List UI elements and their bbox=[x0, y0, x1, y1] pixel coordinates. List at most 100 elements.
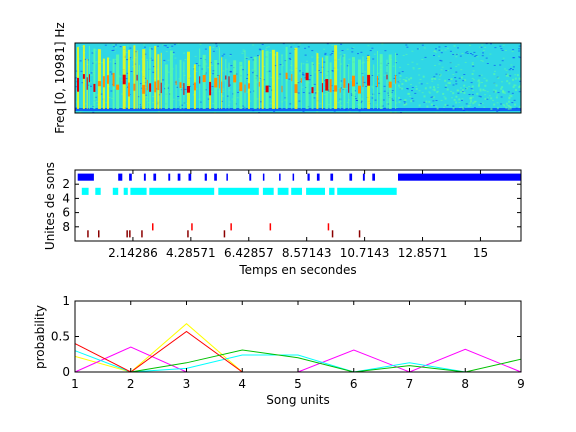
spectrogram-tail bbox=[473, 100, 476, 103]
spectrogram-noise bbox=[363, 61, 365, 63]
spectrogram-noise bbox=[481, 55, 484, 57]
spectrogram-column bbox=[160, 52, 162, 109]
spectrogram-noise bbox=[393, 82, 396, 84]
spectrogram-noise bbox=[108, 57, 111, 59]
spectrogram-noise bbox=[111, 97, 114, 99]
spectrogram-noise bbox=[307, 46, 310, 48]
spectrogram-hotspot bbox=[248, 83, 250, 89]
spectrogram-noise bbox=[256, 98, 259, 100]
spectrogram-noise bbox=[509, 68, 512, 69]
probability-y-tick-label: 0.5 bbox=[51, 330, 70, 344]
spectrogram-noise bbox=[428, 91, 431, 93]
spectrogram-noise bbox=[313, 97, 316, 99]
spectrogram-noise bbox=[229, 84, 231, 86]
spectrogram-noise bbox=[289, 58, 292, 60]
spectrogram-tail bbox=[452, 92, 455, 95]
probability-x-tick-label: 3 bbox=[183, 377, 191, 391]
spectrogram-noise bbox=[496, 110, 499, 112]
spectrogram-noise bbox=[433, 77, 435, 79]
spectrogram-noise bbox=[340, 43, 343, 45]
spectrogram-noise bbox=[319, 103, 322, 105]
spectrogram-column bbox=[93, 48, 96, 109]
spectrogram-tail bbox=[434, 77, 437, 80]
spectrogram-noise bbox=[434, 65, 436, 66]
spectrogram-hotspot bbox=[285, 72, 288, 79]
spectrogram-noise bbox=[471, 89, 474, 91]
spectrogram-tail bbox=[424, 87, 427, 90]
spectrogram-noise bbox=[90, 74, 93, 76]
spectrogram-noise bbox=[204, 48, 207, 50]
spectrogram-noise bbox=[508, 75, 510, 77]
spectrogram-noise bbox=[331, 50, 334, 52]
spectrogram-column bbox=[265, 50, 269, 109]
spectrogram-noise bbox=[444, 49, 447, 51]
spectrogram-noise bbox=[217, 46, 220, 48]
spectrogram-noise bbox=[270, 77, 273, 79]
spectrogram-noise bbox=[473, 55, 476, 57]
spectrogram-noise bbox=[265, 48, 268, 50]
spectrogram-noise bbox=[499, 45, 502, 47]
units-y-axis-label: Unites de sons bbox=[43, 162, 57, 250]
spectrogram-noise bbox=[458, 107, 461, 108]
spectrogram-tail bbox=[500, 87, 503, 90]
probability-background bbox=[75, 301, 521, 372]
spectrogram-noise bbox=[426, 82, 429, 84]
spectrogram-noise bbox=[350, 79, 353, 81]
unit-9-segment bbox=[98, 230, 100, 238]
units-y-tick-label: 4 bbox=[62, 191, 70, 205]
spectrogram-noise bbox=[135, 51, 138, 53]
spectrogram-noise bbox=[181, 104, 184, 106]
spectrogram-noise bbox=[211, 86, 214, 87]
spectrogram-noise bbox=[446, 47, 449, 49]
spectrogram-noise bbox=[151, 59, 154, 61]
spectrogram-noise bbox=[177, 96, 180, 97]
spectrogram-noise bbox=[246, 78, 249, 79]
spectrogram-noise bbox=[332, 106, 335, 108]
spectrogram-hotspot bbox=[291, 74, 293, 82]
spectrogram-noise bbox=[484, 90, 487, 92]
spectrogram-noise bbox=[155, 88, 158, 90]
spectrogram-noise bbox=[481, 82, 483, 83]
spectrogram-noise bbox=[509, 94, 511, 96]
spectrogram-noise bbox=[172, 54, 175, 56]
spectrogram-noise bbox=[114, 47, 117, 49]
spectrogram-noise bbox=[468, 103, 471, 105]
spectrogram-noise bbox=[269, 52, 272, 54]
spectrogram-noise bbox=[308, 92, 311, 94]
spectrogram-column bbox=[128, 49, 130, 109]
spectrogram-noise bbox=[308, 79, 311, 81]
spectrogram-noise bbox=[177, 99, 180, 101]
spectrogram-noise bbox=[348, 110, 351, 112]
spectrogram-noise bbox=[478, 75, 481, 77]
spectrogram-noise bbox=[257, 55, 259, 57]
units-background bbox=[75, 170, 521, 241]
spectrogram-noise bbox=[457, 92, 460, 94]
spectrogram-tail bbox=[496, 107, 499, 110]
spectrogram-noise bbox=[172, 51, 175, 53]
unit-8-segment bbox=[152, 223, 154, 231]
spectrogram-noise bbox=[454, 77, 457, 79]
spectrogram-noise bbox=[466, 52, 469, 54]
unit-1-segment bbox=[372, 173, 375, 181]
spectrogram-noise bbox=[165, 51, 168, 53]
spectrogram-noise bbox=[323, 48, 326, 50]
spectrogram-tail bbox=[442, 92, 445, 95]
spectrogram-noise bbox=[338, 87, 340, 89]
spectrogram-noise bbox=[518, 50, 521, 52]
spectrogram-noise bbox=[114, 63, 117, 65]
spectrogram-hotspot bbox=[305, 72, 309, 81]
unit-8-segment bbox=[327, 223, 330, 231]
spectrogram-tail bbox=[518, 77, 521, 80]
spectrogram-noise bbox=[506, 105, 509, 107]
spectrogram-noise bbox=[317, 62, 320, 64]
spectrogram-noise bbox=[479, 90, 482, 92]
spectrogram-noise bbox=[79, 111, 82, 113]
unit-1-segment bbox=[204, 173, 207, 181]
unit-9-segment bbox=[331, 230, 334, 238]
unit-1-segment bbox=[188, 173, 192, 181]
spectrogram-noise bbox=[457, 47, 459, 49]
spectrogram-column bbox=[97, 49, 101, 109]
spectrogram-noise bbox=[337, 59, 340, 61]
spectrogram-noise bbox=[101, 62, 104, 64]
spectrogram-noise bbox=[192, 67, 195, 69]
